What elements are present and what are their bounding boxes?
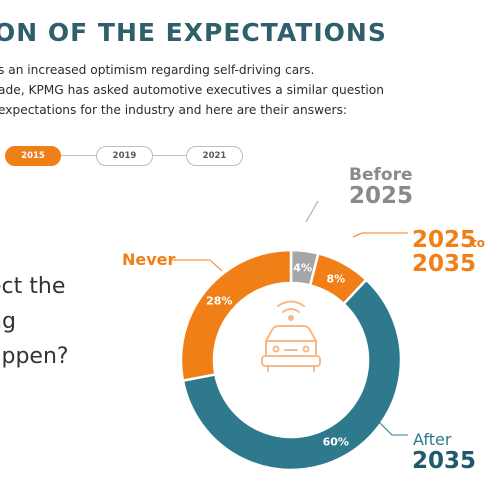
slice-never [179, 248, 293, 383]
tab-2019[interactable]: 2019 [96, 146, 153, 166]
self-driving-car-icon [261, 300, 321, 372]
year-tabs: 2015 2019 2021 [0, 146, 260, 166]
value-label-2025-to-2035: 8% [326, 273, 345, 286]
leader-line-after-2035 [371, 414, 393, 436]
leader-line-2025-to-2035 [352, 232, 363, 238]
intro-line: expectations for the industry and here a… [0, 103, 348, 117]
label-before-year: 2025 [349, 183, 414, 209]
label-after: After [413, 430, 452, 449]
tab-2015[interactable]: 2015 [5, 146, 61, 166]
label-never: Never [122, 250, 176, 269]
slice-after-2035 [181, 278, 403, 472]
value-label-before-2025: 4% [293, 262, 312, 275]
value-label-after-2035: 60% [323, 435, 349, 448]
label-2035: 2035 [412, 251, 477, 277]
survey-question: ect the ng appen? [0, 269, 69, 374]
question-line: ect the [0, 274, 66, 299]
page-title: ON OF THE EXPECTATIONS [0, 18, 387, 47]
tab-connector [153, 155, 186, 156]
label-after-year: 2035 [412, 448, 477, 474]
donut-slices [179, 248, 403, 472]
question-line: appen? [0, 344, 69, 369]
leader-line-never [209, 259, 223, 272]
intro-line: ade, KPMG has asked automotive executive… [0, 83, 384, 97]
intro-line: s an increased optimism regarding self-d… [0, 63, 315, 77]
slice-value-labels: 4% 8% 60% 28% [206, 262, 349, 449]
value-label-never: 28% [206, 295, 232, 308]
tab-connector [60, 155, 96, 156]
label-before: Before [349, 165, 413, 185]
question-line: ng [0, 309, 16, 334]
leader-lines [172, 200, 408, 436]
label-2025: 2025 [412, 227, 477, 253]
leader-line-before-2025 [305, 200, 319, 223]
tab-2021[interactable]: 2021 [186, 146, 243, 166]
label-to: to [471, 236, 485, 250]
intro-text: s an increased optimism regarding self-d… [0, 60, 418, 120]
